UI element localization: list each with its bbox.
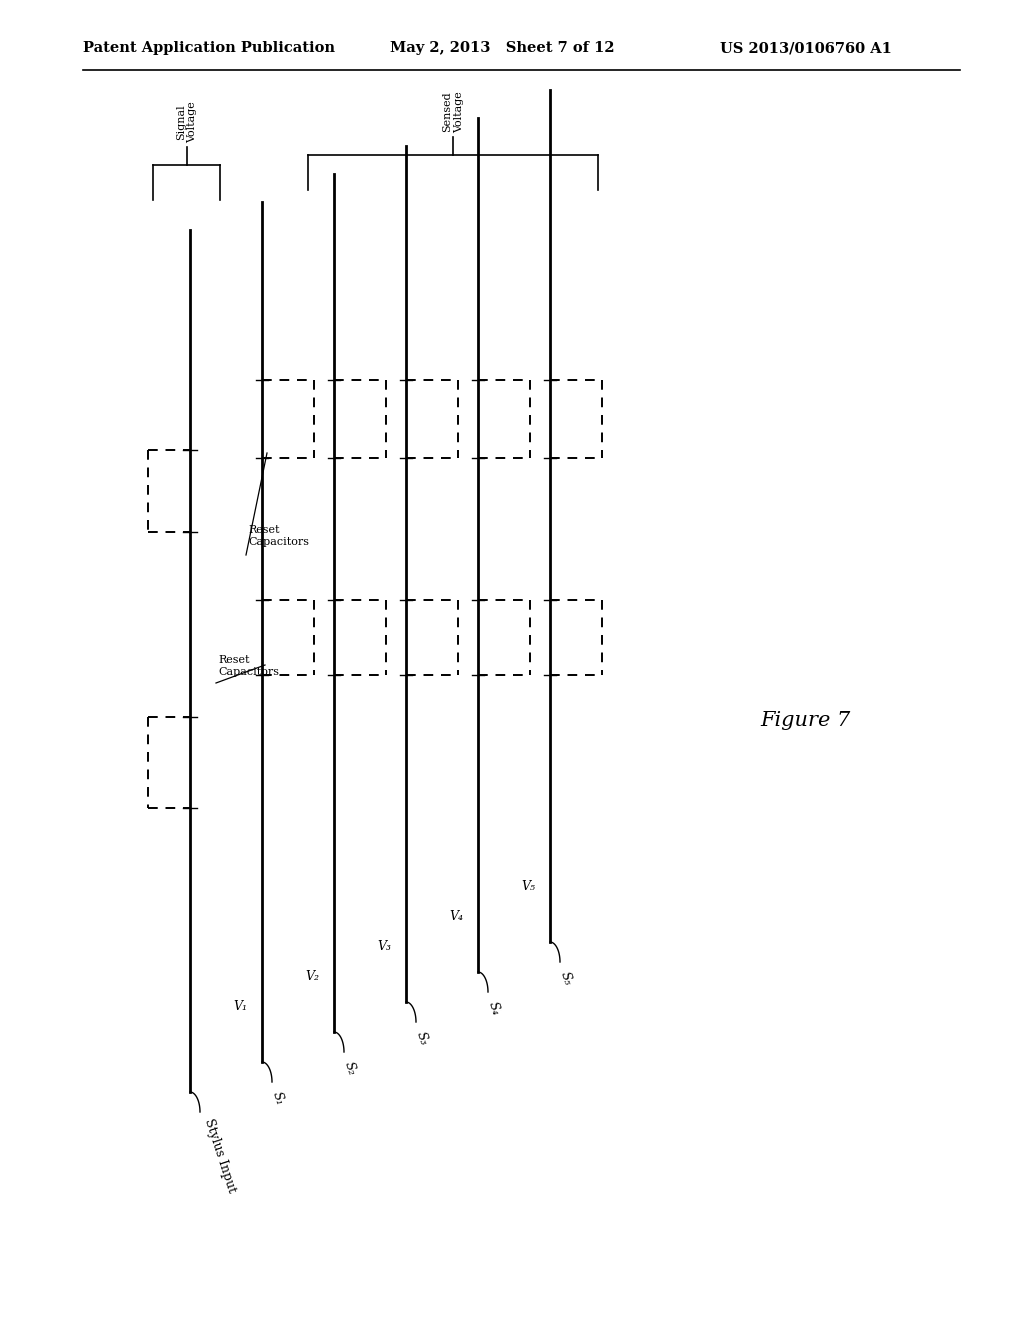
Text: May 2, 2013   Sheet 7 of 12: May 2, 2013 Sheet 7 of 12	[390, 41, 614, 55]
Text: V₂: V₂	[305, 970, 319, 983]
Text: Stylus Input: Stylus Input	[202, 1117, 239, 1195]
Text: Patent Application Publication: Patent Application Publication	[83, 41, 335, 55]
Text: S₅: S₅	[558, 970, 574, 987]
Text: Figure 7: Figure 7	[760, 710, 850, 730]
Text: S₁: S₁	[270, 1090, 287, 1107]
Text: Sensed
Voltage: Sensed Voltage	[442, 91, 464, 133]
Text: V₄: V₄	[449, 911, 463, 924]
Text: V₁: V₁	[233, 1001, 247, 1014]
Text: US 2013/0106760 A1: US 2013/0106760 A1	[720, 41, 892, 55]
Text: S₃: S₃	[414, 1030, 430, 1047]
Text: S₄: S₄	[486, 1001, 503, 1016]
Text: Reset
Capacitors: Reset Capacitors	[218, 655, 279, 677]
Text: Reset
Capacitors: Reset Capacitors	[248, 525, 309, 546]
Text: V₃: V₃	[377, 940, 391, 953]
Text: S₂: S₂	[342, 1060, 358, 1077]
Text: Signal
Voltage: Signal Voltage	[176, 102, 198, 143]
Text: V₅: V₅	[521, 880, 535, 894]
